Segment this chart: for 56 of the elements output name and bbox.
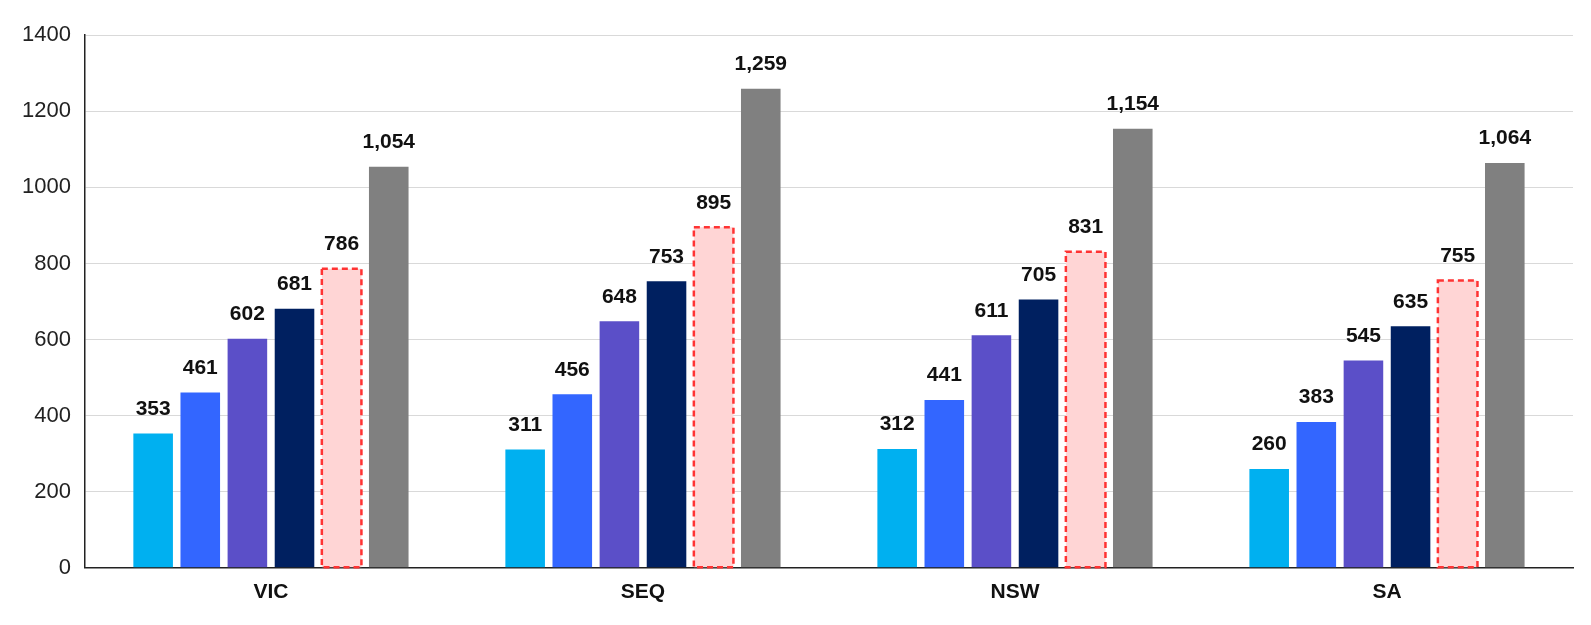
y-tick-label: 1400 [21,21,71,47]
data-label: 895 [696,189,732,213]
bar [1018,299,1059,568]
data-label: 602 [229,301,265,325]
data-label: 705 [1021,261,1057,285]
bar [599,321,640,568]
bar [227,338,268,568]
x-tick-label: SEQ [620,579,666,603]
y-tick-label: 600 [34,325,71,351]
data-label: 611 [974,297,1009,321]
bar [924,400,965,568]
bar [1485,163,1525,568]
x-tick-label: SA [1372,579,1402,603]
bar [505,449,545,568]
data-label: 755 [1440,242,1476,266]
y-tick-label: 1200 [21,97,71,123]
data-label: 456 [554,356,590,380]
y-tick-label: 1000 [21,173,71,199]
data-label: 311 [508,411,543,435]
data-label: 681 [276,271,313,295]
data-label: 648 [601,283,638,307]
data-label: 1,154 [1106,91,1160,115]
bar [1296,422,1337,568]
data-label: 1,054 [362,129,416,153]
bar [877,449,917,568]
bar [740,88,781,568]
x-tick-label: NSW [990,579,1040,603]
bar [368,166,409,568]
bar [180,392,221,568]
bar [552,394,593,568]
data-label: 383 [1298,384,1334,408]
data-label: 1,064 [1478,125,1532,149]
data-label: 1,259 [734,51,788,75]
bar [1249,468,1289,568]
bar [133,433,173,568]
data-label: 635 [1393,288,1429,312]
bar [1343,360,1384,568]
y-tick-label: 200 [34,477,71,503]
data-label: 312 [879,411,915,435]
bar [274,308,315,568]
data-label: 753 [649,243,685,267]
bar [646,281,687,568]
data-label: 461 [182,354,219,378]
bar [1112,128,1153,568]
data-label: 831 [1068,213,1104,237]
bar [1390,326,1431,568]
bar [971,335,1012,568]
data-label: 786 [324,231,360,255]
y-tick-label: 400 [34,401,71,427]
y-tick-label: 0 [58,553,71,579]
y-tick-label: 800 [34,249,71,275]
data-label: 260 [1251,431,1287,455]
data-label: 545 [1345,322,1382,346]
x-tick-label: VIC [253,579,289,603]
data-label: 353 [135,395,171,419]
data-label: 441 [926,362,963,386]
